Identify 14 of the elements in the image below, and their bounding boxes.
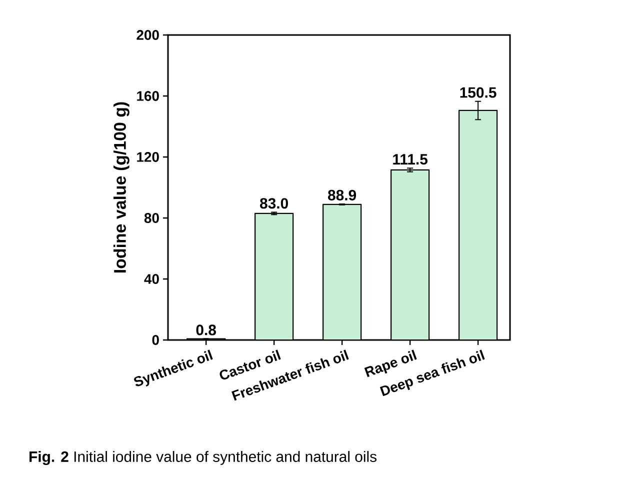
y-tick-label: 40 <box>144 274 159 284</box>
x-tick-label: Rape oil <box>364 350 417 378</box>
y-tick-label: 120 <box>137 152 159 162</box>
y-axis-title: Iodine value (g/100 g) <box>114 102 130 272</box>
data-label: 88.9 <box>328 190 356 200</box>
y-tick-label: 160 <box>137 91 159 101</box>
y-tick-label: 80 <box>144 213 159 223</box>
y-tick-label: 0 <box>152 335 159 345</box>
data-label: 0.8 <box>196 324 216 336</box>
data-label: 150.5 <box>460 87 496 98</box>
y-tick-label: 200 <box>136 30 159 40</box>
data-label: 83.0 <box>260 198 288 209</box>
text: Fig. 2 Initial iodine value of synthetic and natural oils <box>30 451 377 466</box>
data-label: 111.5 <box>393 154 428 165</box>
